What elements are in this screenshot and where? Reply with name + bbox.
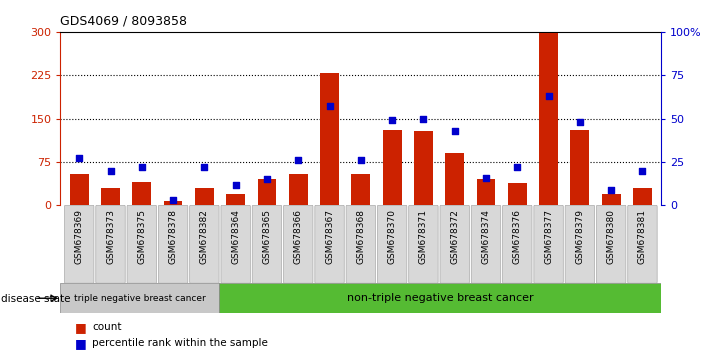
Point: [136, 164, 147, 170]
FancyBboxPatch shape: [503, 205, 532, 283]
Bar: [351, 173, 370, 205]
Point: [73, 156, 85, 161]
Point: [356, 158, 367, 163]
Text: GSM678372: GSM678372: [450, 209, 459, 264]
FancyBboxPatch shape: [315, 205, 344, 283]
Text: GSM678377: GSM678377: [544, 209, 553, 264]
FancyBboxPatch shape: [378, 205, 407, 283]
Bar: [508, 183, 527, 205]
Bar: [60, 283, 218, 313]
Text: GDS4069 / 8093858: GDS4069 / 8093858: [60, 14, 188, 27]
Point: [418, 116, 429, 121]
FancyBboxPatch shape: [346, 205, 375, 283]
Point: [637, 168, 648, 173]
Text: GSM678378: GSM678378: [169, 209, 178, 264]
Text: GSM678380: GSM678380: [606, 209, 616, 264]
Point: [481, 175, 492, 181]
Bar: [570, 130, 589, 205]
FancyBboxPatch shape: [96, 205, 125, 283]
FancyBboxPatch shape: [190, 205, 219, 283]
FancyBboxPatch shape: [252, 205, 282, 283]
Bar: [320, 74, 339, 205]
Point: [449, 128, 461, 133]
Point: [230, 182, 241, 187]
Bar: [445, 153, 464, 205]
Bar: [476, 179, 496, 205]
FancyBboxPatch shape: [409, 205, 438, 283]
FancyBboxPatch shape: [221, 205, 250, 283]
Text: GSM678374: GSM678374: [481, 209, 491, 264]
FancyBboxPatch shape: [534, 205, 563, 283]
Bar: [383, 130, 402, 205]
Text: GSM678379: GSM678379: [575, 209, 584, 264]
Text: count: count: [92, 322, 122, 332]
Text: non-triple negative breast cancer: non-triple negative breast cancer: [346, 293, 533, 303]
FancyBboxPatch shape: [628, 205, 657, 283]
Bar: [226, 194, 245, 205]
FancyBboxPatch shape: [284, 205, 313, 283]
FancyBboxPatch shape: [159, 205, 188, 283]
Text: GSM678364: GSM678364: [231, 209, 240, 264]
Text: ■: ■: [75, 337, 87, 350]
Text: GSM678371: GSM678371: [419, 209, 428, 264]
Text: GSM678370: GSM678370: [387, 209, 397, 264]
Point: [324, 104, 335, 109]
Bar: [132, 182, 151, 205]
Bar: [257, 179, 277, 205]
Text: GSM678365: GSM678365: [262, 209, 272, 264]
Text: GSM678382: GSM678382: [200, 209, 209, 264]
Point: [574, 119, 586, 125]
Point: [198, 164, 210, 170]
Bar: [602, 194, 621, 205]
Text: GSM678366: GSM678366: [294, 209, 303, 264]
Point: [261, 176, 272, 182]
Text: GSM678381: GSM678381: [638, 209, 647, 264]
Bar: [633, 188, 652, 205]
Text: percentile rank within the sample: percentile rank within the sample: [92, 338, 268, 348]
Bar: [218, 283, 661, 313]
Text: disease state: disease state: [1, 294, 70, 304]
Bar: [164, 201, 183, 205]
Bar: [195, 188, 214, 205]
Bar: [101, 188, 120, 205]
Point: [512, 164, 523, 170]
Text: GSM678376: GSM678376: [513, 209, 522, 264]
FancyBboxPatch shape: [440, 205, 469, 283]
FancyBboxPatch shape: [127, 205, 156, 283]
Text: GSM678369: GSM678369: [75, 209, 84, 264]
Bar: [70, 173, 89, 205]
FancyBboxPatch shape: [471, 205, 501, 283]
Point: [606, 187, 617, 193]
Text: GSM678368: GSM678368: [356, 209, 365, 264]
Bar: [539, 33, 558, 205]
Point: [167, 197, 178, 203]
Text: GSM678367: GSM678367: [325, 209, 334, 264]
FancyBboxPatch shape: [65, 205, 94, 283]
Bar: [289, 173, 308, 205]
Text: GSM678373: GSM678373: [106, 209, 115, 264]
Bar: [414, 131, 433, 205]
FancyBboxPatch shape: [565, 205, 594, 283]
Point: [543, 93, 555, 99]
Point: [292, 158, 304, 163]
Text: triple negative breast cancer: triple negative breast cancer: [74, 294, 205, 303]
FancyBboxPatch shape: [597, 205, 626, 283]
Text: ■: ■: [75, 321, 87, 334]
Point: [105, 168, 116, 173]
Point: [387, 118, 398, 123]
Text: GSM678375: GSM678375: [137, 209, 146, 264]
